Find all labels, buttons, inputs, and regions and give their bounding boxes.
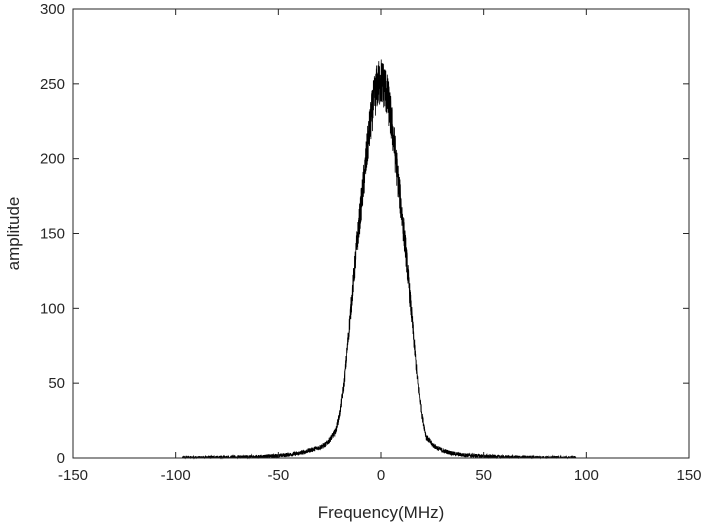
x-tick-label: -150 xyxy=(58,467,88,484)
y-tick-label: 100 xyxy=(40,300,65,317)
y-tick-label: 250 xyxy=(40,76,65,93)
y-tick-label: 300 xyxy=(40,1,65,18)
y-tick-label: 50 xyxy=(48,375,65,392)
x-tick-label: -100 xyxy=(161,467,191,484)
x-axis-title: Frequency(MHz) xyxy=(318,503,445,522)
y-axis-title: amplitude xyxy=(4,197,23,271)
x-tick-label: 100 xyxy=(574,467,599,484)
x-tick-label: -50 xyxy=(267,467,289,484)
y-tick-label: 150 xyxy=(40,226,65,243)
x-tick-label: 50 xyxy=(475,467,492,484)
y-tick-label: 200 xyxy=(40,151,65,168)
x-tick-label: 150 xyxy=(676,467,701,484)
ticks-layer: -150 -100 -50 0 50 100 150 0 50 100 150 200 250 300 xyxy=(40,1,702,484)
y-tick-label: 0 xyxy=(57,450,65,467)
x-tick-label: 0 xyxy=(377,467,385,484)
